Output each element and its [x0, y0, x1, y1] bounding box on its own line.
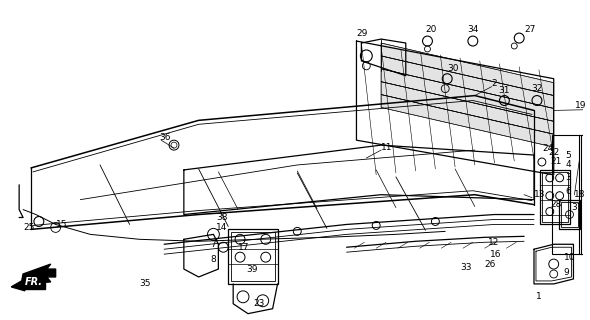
Text: 39: 39: [246, 265, 257, 274]
Text: 33: 33: [460, 263, 471, 272]
Text: 16: 16: [490, 250, 501, 259]
Text: FR.: FR.: [25, 277, 43, 287]
Text: 15: 15: [55, 220, 67, 229]
Text: 38: 38: [217, 213, 228, 222]
Bar: [559, 200, 581, 229]
Text: 37: 37: [572, 203, 583, 212]
Text: 8: 8: [211, 255, 217, 264]
Polygon shape: [11, 279, 33, 291]
Text: 12: 12: [488, 238, 499, 247]
Bar: [542, 172, 568, 222]
Polygon shape: [381, 69, 554, 121]
Text: 27: 27: [524, 25, 536, 34]
Polygon shape: [381, 56, 554, 108]
Text: 24: 24: [542, 144, 553, 153]
Bar: [228, 229, 277, 284]
Text: 35: 35: [139, 279, 151, 288]
Text: 28: 28: [550, 200, 562, 209]
Text: 4: 4: [566, 160, 571, 170]
Text: 20: 20: [425, 25, 437, 34]
Text: 29: 29: [356, 28, 368, 38]
Text: 18: 18: [575, 190, 586, 199]
Text: 3: 3: [566, 173, 571, 182]
Text: 9: 9: [563, 268, 569, 276]
Text: 22: 22: [549, 148, 560, 156]
FancyBboxPatch shape: [23, 275, 45, 289]
Text: 6: 6: [566, 187, 571, 196]
Bar: [560, 202, 578, 228]
Text: 13: 13: [534, 190, 546, 199]
Text: 25: 25: [23, 223, 34, 232]
Text: 11: 11: [381, 143, 392, 152]
Bar: [231, 232, 274, 281]
Text: 21: 21: [550, 157, 562, 166]
Polygon shape: [381, 43, 554, 96]
Polygon shape: [21, 264, 55, 284]
Text: 34: 34: [467, 25, 478, 34]
Polygon shape: [381, 95, 554, 147]
Text: 19: 19: [575, 101, 587, 110]
Text: 32: 32: [531, 84, 542, 93]
Text: 26: 26: [484, 260, 496, 268]
Polygon shape: [381, 82, 554, 134]
Text: 23: 23: [253, 299, 264, 308]
Text: 7: 7: [211, 240, 217, 249]
Text: 1: 1: [536, 292, 542, 301]
Text: 14: 14: [217, 223, 228, 232]
Text: 5: 5: [566, 150, 571, 160]
Bar: [540, 170, 569, 224]
Bar: [552, 135, 579, 254]
Text: 36: 36: [159, 133, 171, 142]
Text: 31: 31: [499, 86, 510, 95]
Text: 30: 30: [447, 64, 458, 73]
Text: 10: 10: [563, 253, 575, 262]
Text: 17: 17: [238, 243, 250, 252]
Text: 2: 2: [491, 79, 497, 88]
